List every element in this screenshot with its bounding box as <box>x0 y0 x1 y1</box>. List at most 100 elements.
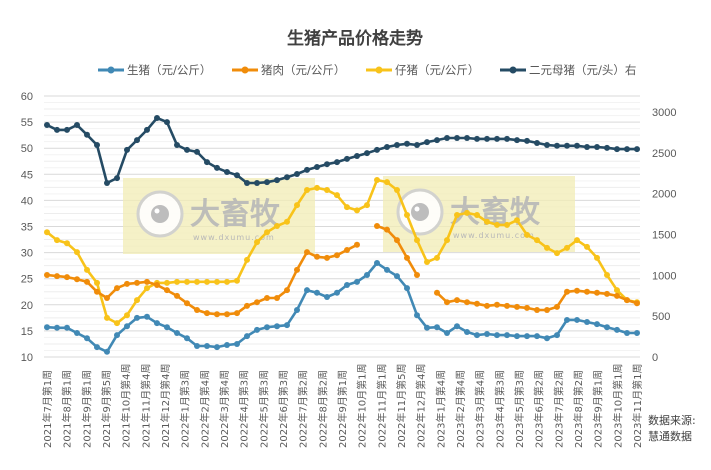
data-point <box>384 226 390 233</box>
data-point <box>534 333 540 340</box>
legend-label: 仔猪（元/公斤） <box>395 63 479 77</box>
data-point <box>334 252 340 259</box>
x-axis-tick: 2022年6月第3周 <box>277 370 290 448</box>
data-point <box>604 144 610 151</box>
data-point <box>154 281 160 288</box>
data-point <box>424 258 430 265</box>
data-point <box>114 332 120 339</box>
data-point <box>264 179 270 186</box>
data-point <box>324 186 330 193</box>
data-point <box>204 343 210 350</box>
data-point <box>324 293 330 300</box>
legend-label: 二元母猪（元/头）右 <box>529 63 636 77</box>
x-axis-tick: 2022年12月第4周 <box>415 363 428 448</box>
x-axis-tick: 2022年11月第5周 <box>395 363 408 448</box>
series-2 <box>44 177 640 327</box>
data-point <box>434 254 440 261</box>
legend: 生猪（元/公斤） 猪肉（元/公斤） 仔猪（元/公斤） 二元母猪（元/头）右 <box>98 63 636 77</box>
data-point <box>124 146 130 153</box>
data-point <box>604 272 610 279</box>
data-point <box>134 279 140 286</box>
data-point <box>74 249 80 256</box>
data-point <box>194 343 200 350</box>
x-axis-tick: 2023年11月第1周 <box>631 363 644 448</box>
data-point <box>164 119 170 126</box>
x-axis-tick: 2021年9月第1周 <box>80 370 93 448</box>
data-point <box>634 329 640 336</box>
data-point <box>574 287 580 294</box>
data-point <box>54 273 60 280</box>
data-point <box>554 250 560 257</box>
data-point <box>614 146 620 153</box>
data-point <box>354 241 360 248</box>
data-point <box>124 312 130 319</box>
data-point <box>204 278 210 285</box>
x-axis-tick: 2023年7月第2周 <box>552 370 565 448</box>
data-point <box>264 295 270 302</box>
legend-label: 生猪（元/公斤） <box>127 63 211 77</box>
data-point <box>584 144 590 151</box>
watermark-url: www.dxumu.com <box>193 233 275 242</box>
data-point <box>464 135 470 142</box>
x-axis-tick: 2021年10月第4周 <box>120 363 133 448</box>
data-point <box>114 175 120 182</box>
data-point <box>254 179 260 186</box>
data-point <box>394 141 400 148</box>
data-point <box>504 135 510 142</box>
data-point <box>304 287 310 294</box>
data-point <box>514 333 520 340</box>
data-point <box>104 314 110 321</box>
data-point <box>254 326 260 333</box>
x-axis-tick: 2021年9月第5周 <box>100 370 113 448</box>
data-point <box>544 141 550 148</box>
data-point <box>474 212 480 219</box>
data-point <box>224 311 230 318</box>
data-point <box>364 150 370 157</box>
x-axis-tick: 2022年3月第4周 <box>218 370 231 448</box>
data-point <box>174 141 180 148</box>
data-point <box>164 279 170 286</box>
data-point <box>64 126 70 133</box>
data-point <box>164 287 170 294</box>
data-point <box>344 204 350 211</box>
right-axis-tick: 1000 <box>652 270 676 282</box>
data-point <box>444 237 450 244</box>
data-point <box>144 313 150 320</box>
data-point <box>424 139 430 146</box>
data-point <box>264 324 270 331</box>
data-point <box>114 320 120 327</box>
data-point <box>474 332 480 339</box>
data-point <box>314 164 320 171</box>
data-point <box>64 274 70 281</box>
data-point <box>414 141 420 148</box>
series-1 <box>44 222 640 318</box>
data-point <box>514 303 520 310</box>
data-point <box>544 307 550 314</box>
data-point <box>414 312 420 319</box>
x-axis-tick: 2023年9月第1周 <box>592 370 605 448</box>
data-point <box>604 324 610 331</box>
data-point <box>114 285 120 292</box>
data-point <box>524 333 530 340</box>
data-point <box>594 321 600 328</box>
data-point <box>54 126 60 133</box>
data-point <box>524 137 530 144</box>
x-axis-tick: 2023年1月第4周 <box>434 370 447 448</box>
data-point <box>74 276 80 283</box>
data-point <box>574 316 580 323</box>
data-point <box>434 137 440 144</box>
data-point <box>294 307 300 314</box>
legend-item-0: 生猪（元/公斤） <box>98 63 211 77</box>
data-point <box>294 202 300 209</box>
data-point <box>224 168 230 175</box>
data-point <box>524 304 530 311</box>
data-point <box>94 141 100 148</box>
data-point <box>364 202 370 209</box>
data-point <box>414 272 420 279</box>
data-point <box>474 135 480 142</box>
data-point <box>174 292 180 299</box>
data-point <box>254 239 260 246</box>
data-point <box>444 135 450 142</box>
left-axis-tick: 10 <box>21 352 33 364</box>
data-point <box>84 335 90 342</box>
